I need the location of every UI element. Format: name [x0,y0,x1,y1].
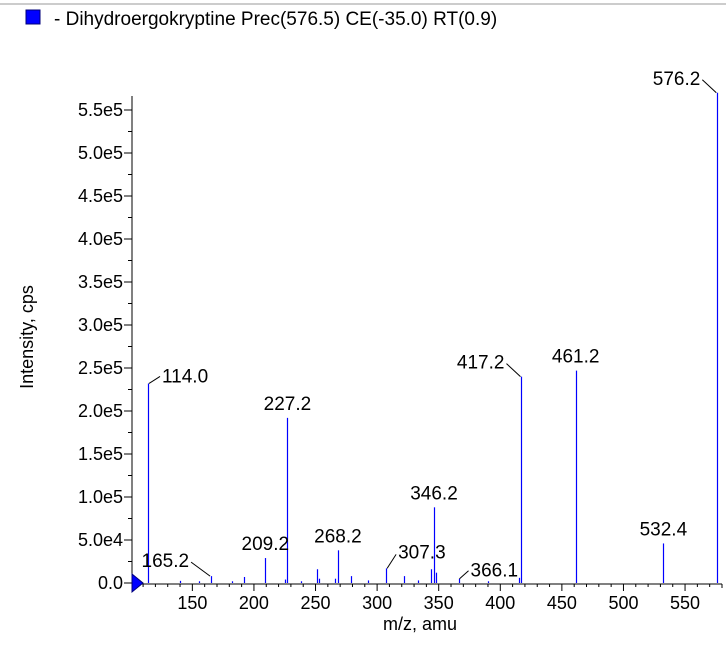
x-tick-label: 450 [547,593,577,613]
peak-label-leader [386,554,397,569]
peak-label: 532.4 [640,519,688,540]
peak-label: 461.2 [552,347,600,368]
peak-label: 417.2 [457,353,505,374]
x-tick-label: 300 [362,593,392,613]
peak-label-leader [148,376,161,384]
y-tick-label: 0.0 [98,573,123,593]
x-tick-label: 250 [301,593,331,613]
y-tick-label: 3.0e5 [78,315,123,335]
peak-label-leader [506,363,521,377]
x-tick-label: 200 [239,593,269,613]
legend-text: - Dihydroergokryptine Prec(576.5) CE(-35… [54,9,497,30]
y-tick-label: 5.5e5 [78,100,123,120]
y-tick-label: 5.0e4 [78,530,123,550]
axes: 0.0 5.0e4 1.0e5 1.5e5 2.0e5 2.5e5 3.0e5 3.5e5 4.… [78,96,723,613]
peak-label: 307.3 [398,542,446,563]
peak-label: 165.2 [142,551,190,572]
peak-labels: 114.0 165.2 209.2 227.2 268.2 307.3 346.2 366.1… [142,69,717,582]
x-tick-label: 500 [608,593,638,613]
peak-label: 346.2 [410,483,458,504]
peak-label-leader [701,79,717,94]
peaks [147,92,719,583]
y-tick-label: 3.5e5 [78,272,123,292]
peak-label-leader [190,561,211,577]
baseline-marker [131,572,144,594]
y-tick-label: 1.5e5 [78,444,123,464]
legend-swatch [25,9,41,25]
peak-label: 268.2 [314,526,362,547]
x-tick-label: 350 [424,593,454,613]
x-tick-label: 400 [485,593,515,613]
peak-label: 227.2 [264,394,312,415]
peak-label: 366.1 [471,561,519,582]
peak-label-leader [459,570,469,580]
peak-label: 576.2 [653,69,701,90]
x-axis-title: m/z, amu [383,614,457,634]
y-tick-label: 1.0e5 [78,487,123,507]
x-tick-label: 150 [177,593,207,613]
legend: - Dihydroergokryptine Prec(576.5) CE(-35… [25,9,497,30]
peak-label: 209.2 [242,534,290,555]
y-tick-label: 2.5e5 [78,358,123,378]
x-tick-label: 550 [670,593,700,613]
y-tick-label: 5.0e5 [78,143,123,163]
peak-label: 114.0 [162,366,208,387]
y-tick-label: 4.0e5 [78,229,123,249]
y-axis-title: Intensity, cps [17,285,37,389]
y-tick-label: 4.5e5 [78,186,123,206]
y-tick-label: 2.0e5 [78,401,123,421]
